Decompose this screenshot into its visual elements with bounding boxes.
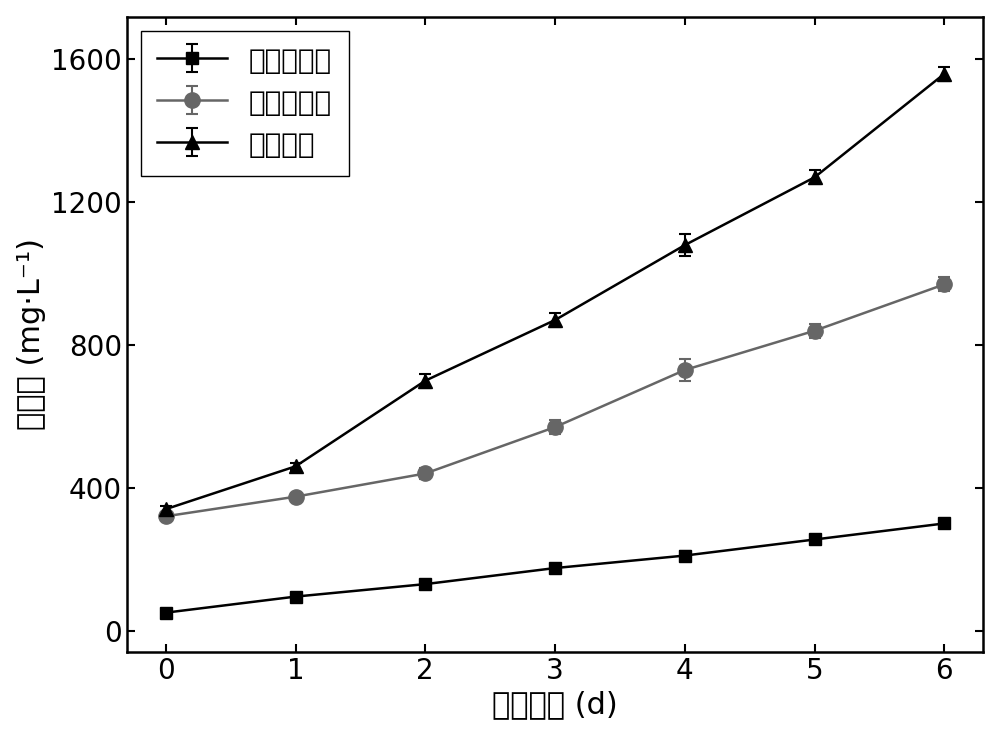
X-axis label: 培养时间 (d): 培养时间 (d) [492, 690, 618, 719]
Legend: 荚膜红细菌, 普通小球藻, 藻菌混合: 荚膜红细菌, 普通小球藻, 藻菌混合 [141, 31, 349, 176]
Y-axis label: 生物量 (mg·L⁻¹): 生物量 (mg·L⁻¹) [17, 238, 46, 431]
